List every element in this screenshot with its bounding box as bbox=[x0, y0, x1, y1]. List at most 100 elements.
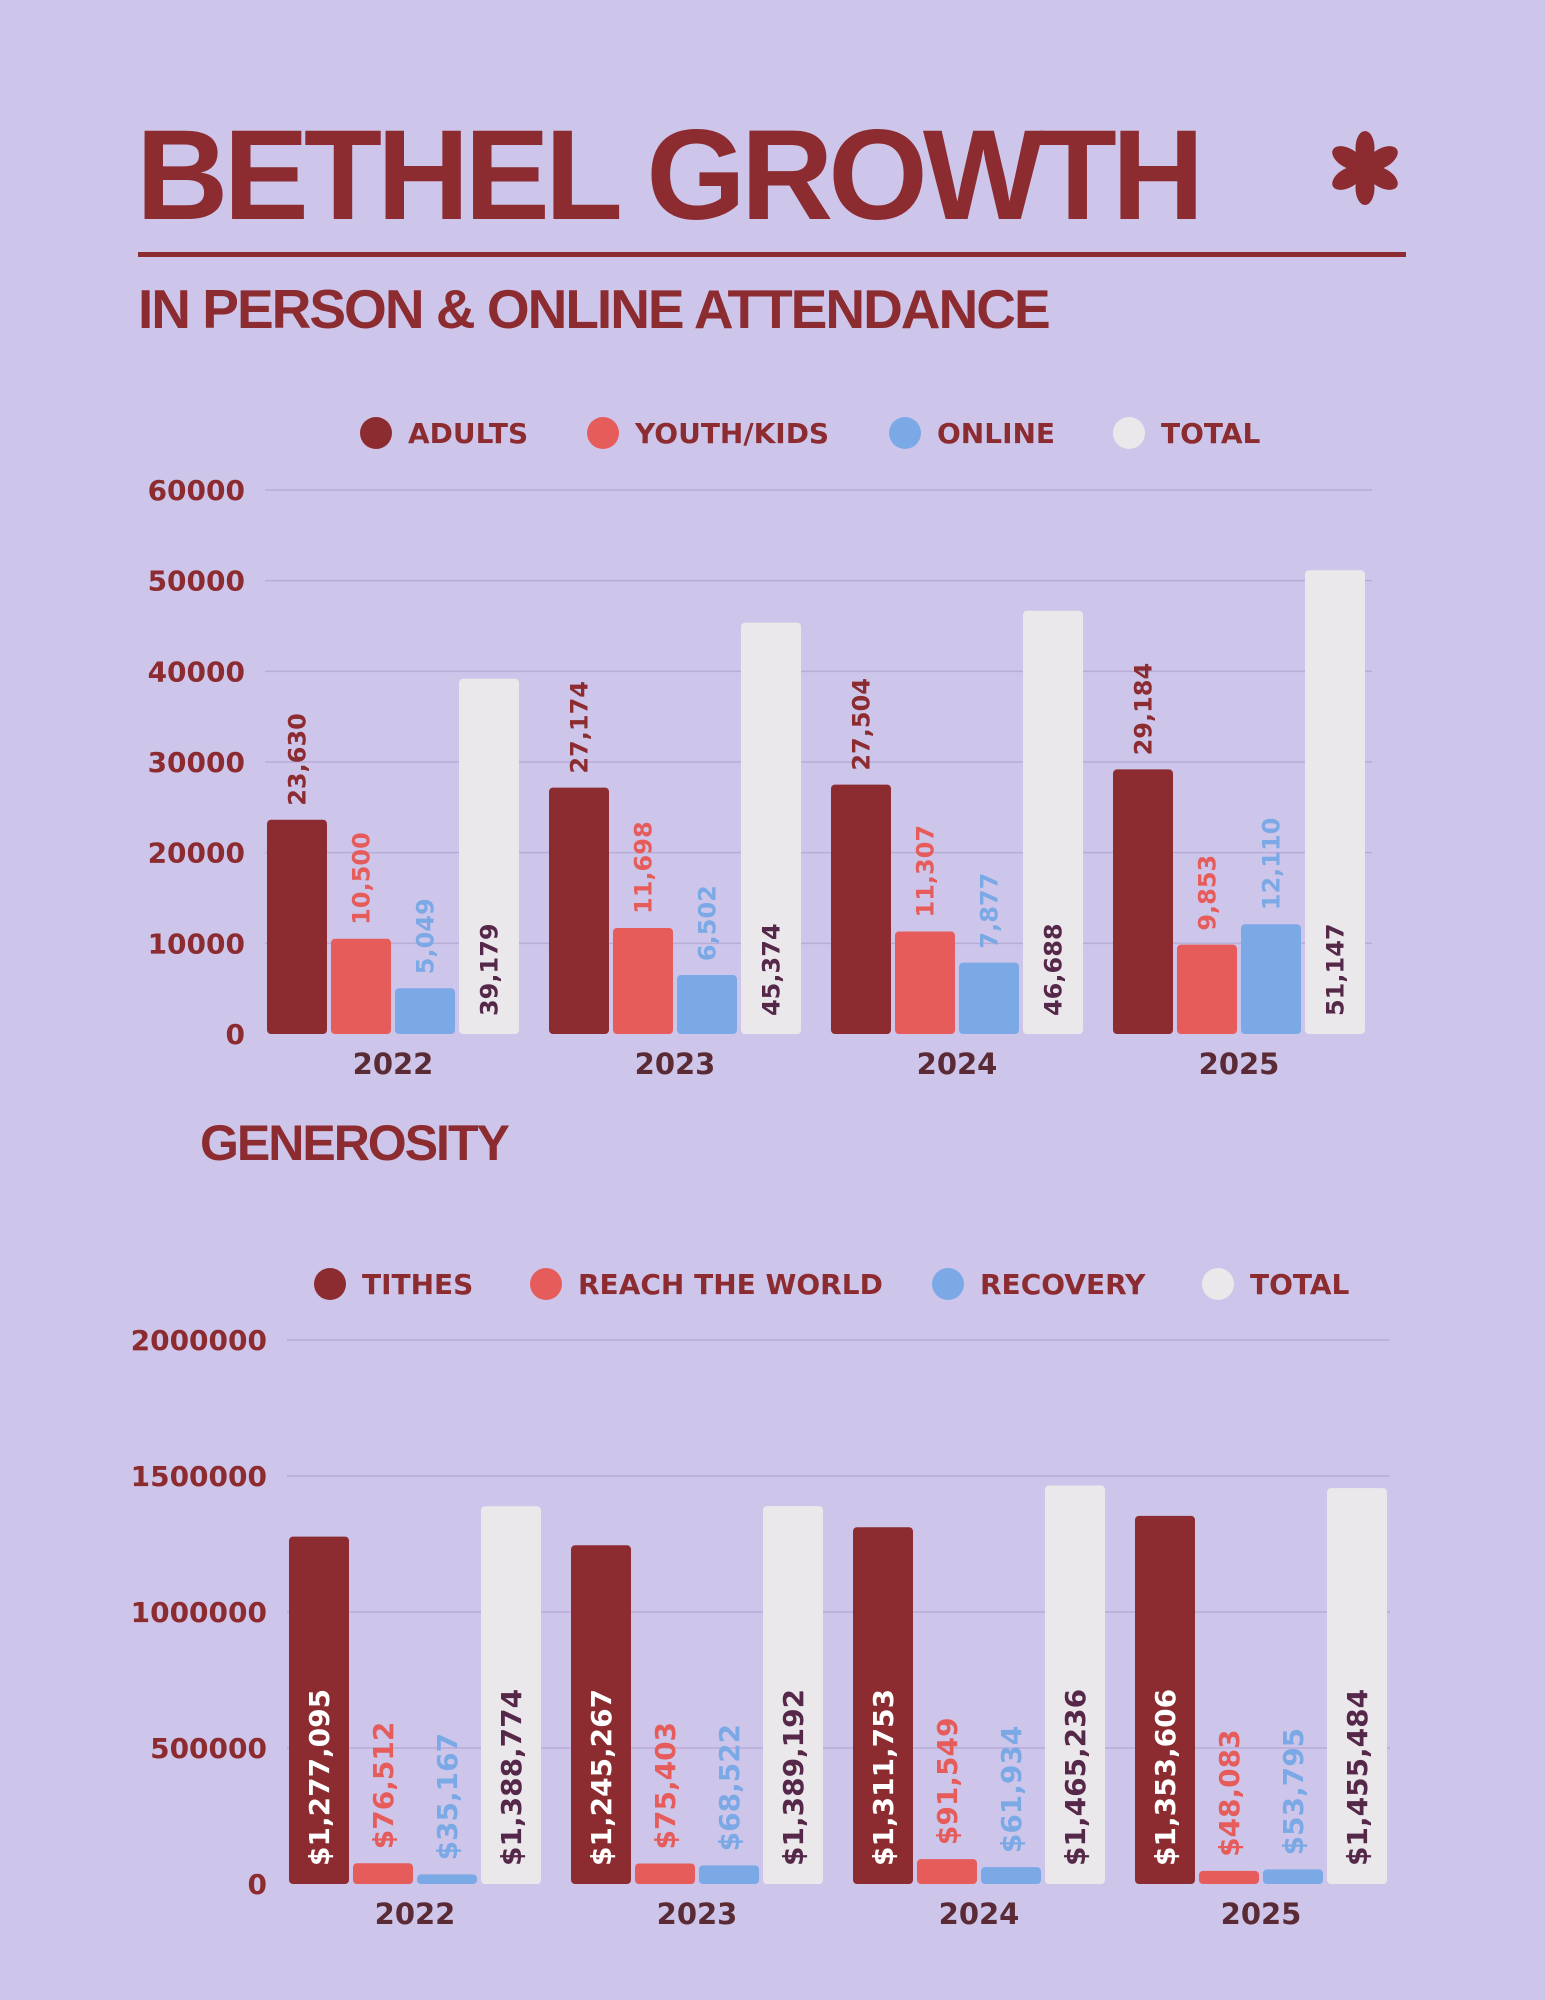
data-label-online-2022: 5,049 bbox=[412, 898, 440, 974]
bar-online-2022 bbox=[395, 988, 455, 1034]
y-tick-label: 1000000 bbox=[131, 1596, 267, 1629]
legend-swatch bbox=[587, 417, 619, 449]
title-divider bbox=[138, 252, 1406, 257]
legend-label: REACH THE WORLD bbox=[578, 1268, 883, 1301]
bar-reach-the-world-2023 bbox=[635, 1863, 695, 1884]
bar-total-2025 bbox=[1305, 570, 1365, 1034]
bar-reach-the-world-2024 bbox=[917, 1859, 977, 1884]
bar-adults-2025 bbox=[1113, 769, 1173, 1034]
y-tick-label: 40000 bbox=[148, 655, 245, 688]
data-label-online-2023: 6,502 bbox=[694, 885, 722, 961]
data-label-reach-the-world-2024: $91,549 bbox=[931, 1718, 964, 1846]
legend-label: YOUTH/KIDS bbox=[634, 417, 829, 450]
data-label-total-2025: $1,455,484 bbox=[1341, 1689, 1374, 1866]
legend-swatch bbox=[360, 417, 392, 449]
bar-tithes-2023 bbox=[571, 1545, 631, 1884]
y-tick-label: 30000 bbox=[148, 746, 245, 779]
legend-item-total: TOTAL bbox=[1113, 417, 1260, 450]
y-tick-label: 500000 bbox=[150, 1732, 267, 1765]
data-label-total-2023: 45,374 bbox=[758, 923, 786, 1016]
legend-item-adults: ADULTS bbox=[360, 417, 528, 450]
x-category-label: 2025 bbox=[1221, 1897, 1302, 1931]
bar-recovery-2023 bbox=[699, 1865, 759, 1884]
data-label-adults-2022: 23,630 bbox=[284, 713, 312, 806]
legend-swatch bbox=[1202, 1268, 1234, 1300]
bar-youth-kids-2022 bbox=[331, 938, 391, 1034]
bar-online-2025 bbox=[1241, 924, 1301, 1034]
data-label-adults-2024: 27,504 bbox=[848, 678, 876, 771]
data-label-tithes-2022: $1,277,095 bbox=[303, 1689, 336, 1866]
attendance-chart: 0 10000 20000 30000 40000 50000 60000 ADULTS YOU… bbox=[148, 417, 1372, 1081]
generosity-chart: 0 500000 1000000 1500000 2000000 TITHES REACH … bbox=[131, 1268, 1390, 1931]
attendance-subtitle: IN PERSON & ONLINE ATTENDANCE bbox=[138, 278, 1051, 340]
data-label-youth-kids-2025: 9,853 bbox=[1194, 855, 1222, 931]
data-label-reach-the-world-2022: $76,512 bbox=[367, 1722, 400, 1850]
data-label-tithes-2025: $1,353,606 bbox=[1149, 1689, 1182, 1866]
y-tick-label: 0 bbox=[226, 1018, 245, 1051]
data-label-total-2022: 39,179 bbox=[476, 923, 504, 1016]
data-label-adults-2025: 29,184 bbox=[1130, 663, 1158, 756]
legend-label: ONLINE bbox=[937, 417, 1055, 450]
bar-reach-the-world-2022 bbox=[353, 1863, 413, 1884]
bar-tithes-2022 bbox=[289, 1536, 349, 1884]
bar-total-2024 bbox=[1023, 610, 1083, 1034]
data-label-youth-kids-2024: 11,307 bbox=[912, 825, 940, 918]
y-tick-label: 50000 bbox=[148, 565, 245, 598]
legend-item-online: ONLINE bbox=[889, 417, 1055, 450]
bar-total-2023 bbox=[763, 1506, 823, 1884]
legend-item-total: TOTAL bbox=[1202, 1268, 1349, 1301]
bar-adults-2023 bbox=[549, 787, 609, 1034]
bar-youth-kids-2024 bbox=[895, 931, 955, 1034]
legend-item-tithes: TITHES bbox=[314, 1268, 473, 1301]
generosity-title: GENEROSITY bbox=[200, 1115, 510, 1171]
y-tick-label: 60000 bbox=[148, 474, 245, 507]
data-label-total-2023: $1,389,192 bbox=[777, 1689, 810, 1866]
legend-swatch bbox=[932, 1268, 964, 1300]
data-label-total-2025: 51,147 bbox=[1322, 923, 1350, 1016]
bar-recovery-2022 bbox=[417, 1874, 477, 1884]
bar-youth-kids-2023 bbox=[613, 927, 673, 1034]
data-label-reach-the-world-2025: $48,083 bbox=[1213, 1729, 1246, 1857]
data-label-total-2024: 46,688 bbox=[1040, 923, 1068, 1016]
bar-tithes-2024 bbox=[853, 1527, 913, 1884]
bar-adults-2024 bbox=[831, 784, 891, 1034]
data-label-recovery-2023: $68,522 bbox=[713, 1724, 746, 1852]
y-tick-label: 2000000 bbox=[131, 1324, 267, 1357]
bar-reach-the-world-2025 bbox=[1199, 1870, 1259, 1884]
y-tick-label: 1500000 bbox=[131, 1460, 267, 1493]
bar-online-2023 bbox=[677, 975, 737, 1034]
legend-label: RECOVERY bbox=[980, 1268, 1146, 1301]
bar-tithes-2025 bbox=[1135, 1515, 1195, 1884]
legend-label: ADULTS bbox=[408, 417, 528, 450]
bar-youth-kids-2025 bbox=[1177, 944, 1237, 1034]
page-title: BETHEL GROWTH bbox=[136, 104, 1204, 247]
bar-recovery-2025 bbox=[1263, 1869, 1323, 1884]
legend-label: TITHES bbox=[362, 1268, 473, 1301]
legend-item-youth-kids: YOUTH/KIDS bbox=[587, 417, 829, 450]
y-tick-label: 10000 bbox=[148, 927, 245, 960]
data-label-recovery-2025: $53,795 bbox=[1277, 1728, 1310, 1856]
bar-total-2022 bbox=[459, 678, 519, 1034]
x-category-label: 2022 bbox=[353, 1047, 434, 1081]
bar-total-2022 bbox=[481, 1506, 541, 1884]
x-category-label: 2024 bbox=[917, 1047, 998, 1081]
data-label-youth-kids-2023: 11,698 bbox=[630, 821, 658, 914]
flower-icon bbox=[1332, 131, 1398, 205]
data-label-recovery-2022: $35,167 bbox=[431, 1733, 464, 1861]
data-label-online-2024: 7,877 bbox=[976, 873, 1004, 949]
legend-label: TOTAL bbox=[1161, 417, 1260, 450]
x-category-label: 2023 bbox=[635, 1047, 716, 1081]
bar-total-2024 bbox=[1045, 1485, 1105, 1884]
bar-total-2023 bbox=[741, 622, 801, 1034]
bar-total-2025 bbox=[1327, 1488, 1387, 1884]
y-tick-label: 0 bbox=[248, 1868, 267, 1901]
data-label-recovery-2024: $61,934 bbox=[995, 1726, 1028, 1854]
data-label-adults-2023: 27,174 bbox=[566, 681, 594, 774]
data-label-reach-the-world-2023: $75,403 bbox=[649, 1722, 682, 1850]
y-tick-label: 20000 bbox=[148, 837, 245, 870]
data-label-online-2025: 12,110 bbox=[1258, 818, 1286, 911]
x-category-label: 2025 bbox=[1199, 1047, 1280, 1081]
legend-item-reach-the-world: REACH THE WORLD bbox=[530, 1268, 883, 1301]
legend-label: TOTAL bbox=[1250, 1268, 1349, 1301]
data-label-total-2022: $1,388,774 bbox=[495, 1689, 528, 1866]
